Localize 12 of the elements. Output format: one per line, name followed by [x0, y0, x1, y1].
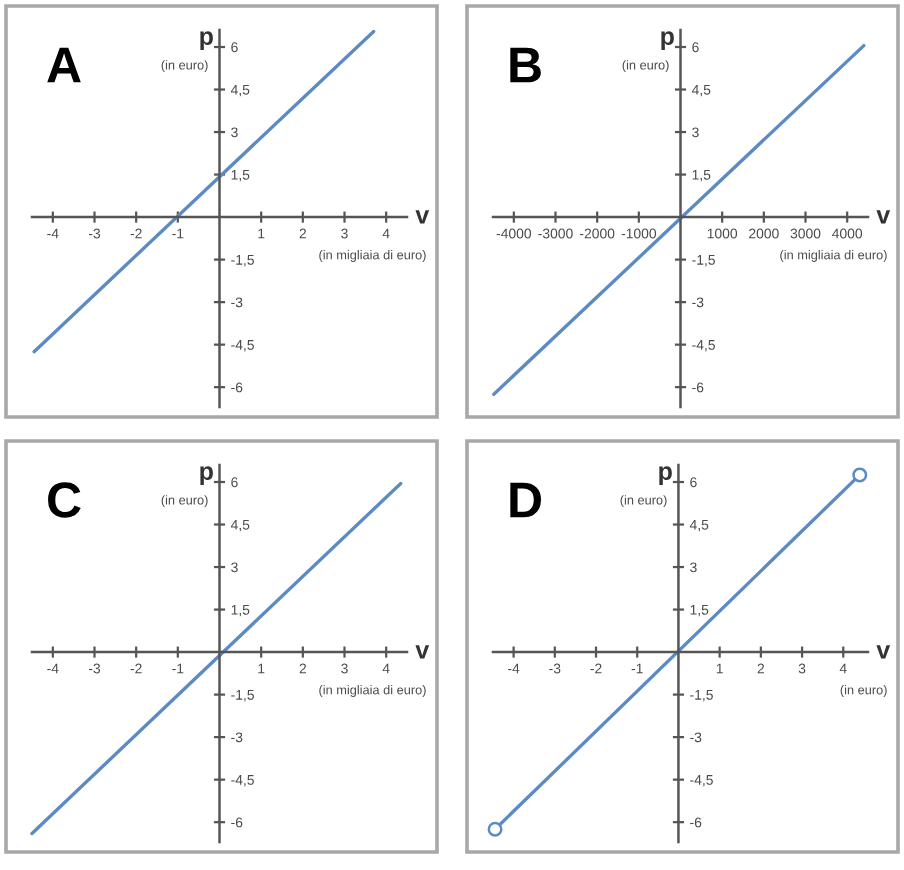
y-axis-title: p: [200, 31, 213, 50]
y-axis-title: p: [659, 466, 672, 485]
x-axis-title: v: [876, 210, 891, 224]
x-axis-title: v: [415, 210, 430, 224]
x-axis-title: v: [415, 645, 430, 659]
y-axis-title: p: [661, 31, 674, 50]
y-axis-title: p: [200, 466, 213, 485]
chart-title: B: [510, 47, 541, 83]
chart-title: A: [47, 47, 81, 83]
chart-title: C: [48, 482, 81, 518]
chart-title: D: [510, 482, 542, 518]
x-axis-title: v: [876, 645, 891, 659]
